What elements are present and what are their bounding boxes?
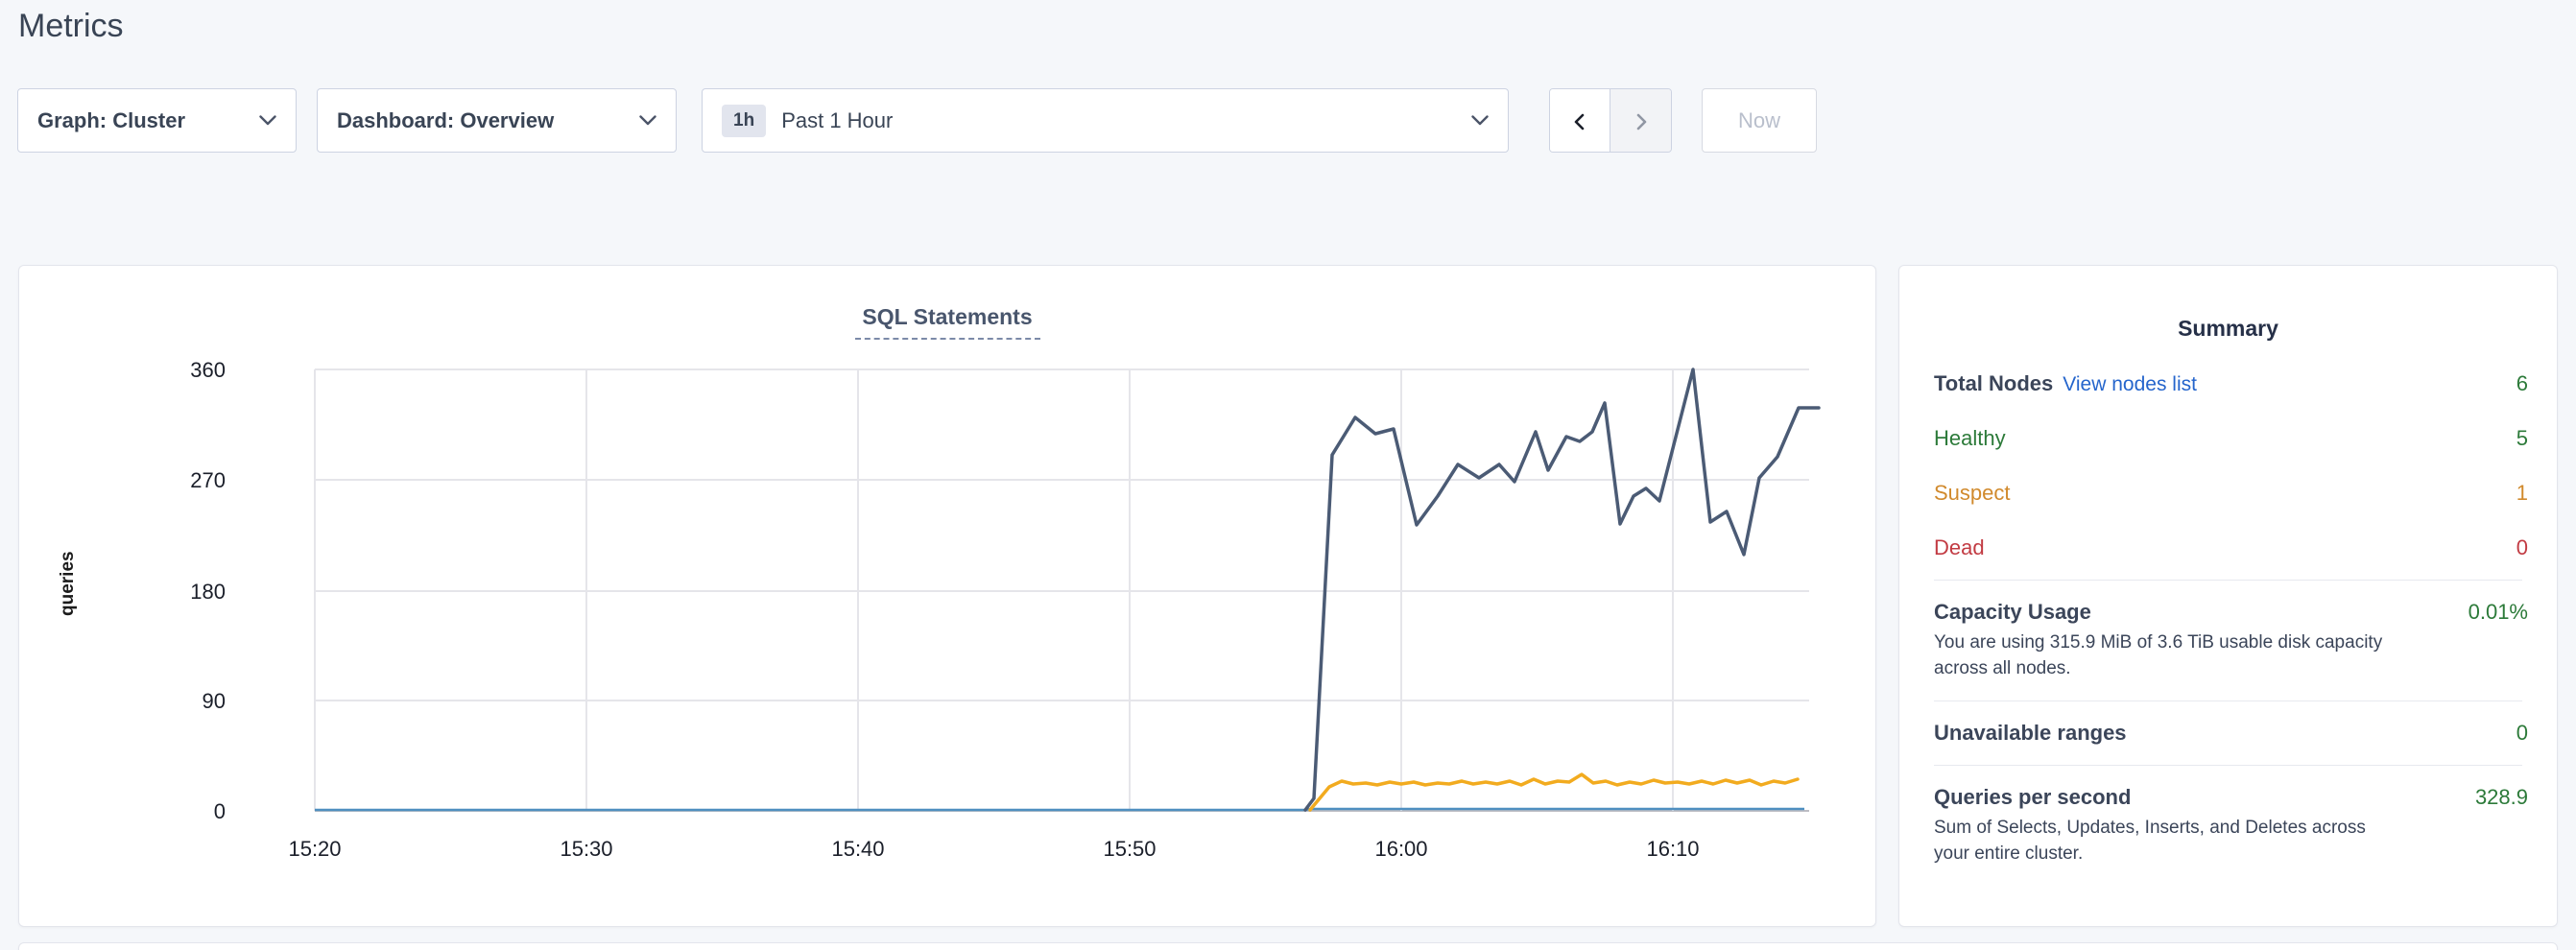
svg-text:360: 360 [190, 358, 226, 382]
svg-text:16:10: 16:10 [1646, 837, 1699, 861]
svg-text:15:20: 15:20 [288, 837, 341, 861]
svg-text:270: 270 [190, 468, 226, 492]
svg-text:180: 180 [190, 580, 226, 604]
svg-text:0: 0 [214, 799, 226, 823]
svg-text:16:00: 16:00 [1374, 837, 1427, 861]
svg-text:90: 90 [203, 689, 226, 713]
svg-text:15:50: 15:50 [1103, 837, 1156, 861]
svg-text:15:30: 15:30 [560, 837, 612, 861]
svg-text:15:40: 15:40 [831, 837, 884, 861]
